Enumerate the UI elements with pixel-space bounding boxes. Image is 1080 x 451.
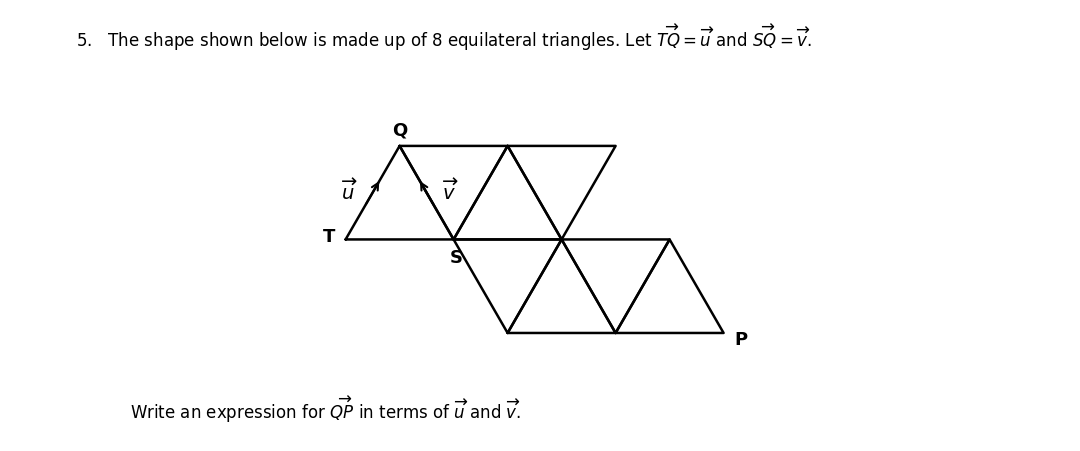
Text: $\overrightarrow{v}$: $\overrightarrow{v}$ bbox=[442, 178, 459, 204]
Text: P: P bbox=[734, 330, 747, 348]
Text: 5.   The shape shown below is made up of 8 equilateral triangles. Let $\overrigh: 5. The shape shown below is made up of 8… bbox=[76, 23, 811, 53]
Text: T: T bbox=[323, 228, 335, 246]
Text: S: S bbox=[449, 249, 462, 267]
Text: Write an expression for $\overrightarrow{QP}$ in terms of $\overrightarrow{u}$ a: Write an expression for $\overrightarrow… bbox=[130, 394, 521, 424]
Text: $\overrightarrow{u}$: $\overrightarrow{u}$ bbox=[340, 178, 357, 204]
Text: Q: Q bbox=[392, 121, 407, 139]
